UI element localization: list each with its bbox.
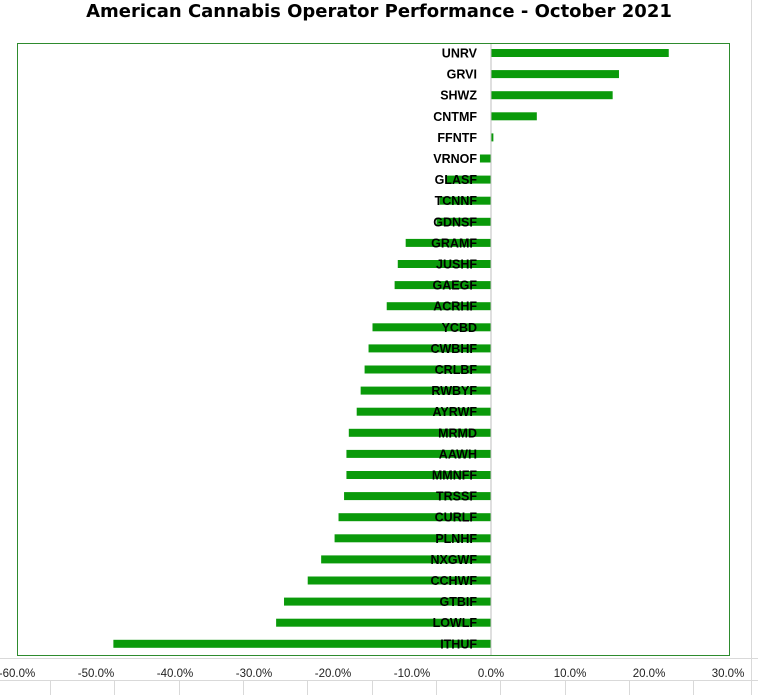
category-label: GRAMF: [431, 236, 477, 250]
bar-gaegf[interactable]: [394, 281, 491, 290]
category-label: CURLF: [435, 511, 478, 525]
category-label: MRMD: [438, 426, 477, 440]
bar-rwbyf[interactable]: [360, 386, 491, 395]
bar-nxgwf[interactable]: [321, 555, 491, 564]
bar-mmnff[interactable]: [346, 471, 491, 479]
category-label: MMNFF: [432, 469, 477, 483]
bar-jushf[interactable]: [397, 260, 491, 268]
x-tick-label: -20.0%: [315, 668, 351, 680]
category-label: NXGWF: [430, 553, 477, 567]
bar-gtbif[interactable]: [284, 597, 491, 606]
category-labels: UNRV GRVI SHWZ CNTMF FFNTF VRNOF GLASF TCNNF GDN…: [430, 47, 477, 652]
category-label: GDNSF: [433, 215, 477, 229]
category-label: AAWH: [439, 447, 477, 461]
category-label: FFNTF: [437, 131, 477, 145]
x-tick-label: 30.0%: [712, 668, 745, 680]
category-label: ACRHF: [433, 300, 477, 314]
x-tick-label: -60.0%: [0, 668, 35, 680]
bar-unrv[interactable]: [491, 49, 669, 57]
category-label: CRLBF: [435, 363, 478, 377]
bar-ffntf[interactable]: [491, 133, 494, 142]
x-tick-label: -30.0%: [236, 668, 272, 680]
category-label: GTBIF: [440, 595, 478, 609]
x-tick-label: 0.0%: [478, 668, 504, 680]
bar-ycbd[interactable]: [372, 323, 492, 332]
bar-trssf[interactable]: [344, 492, 491, 501]
bar-curlf[interactable]: [338, 513, 491, 522]
bar-shwz[interactable]: [491, 91, 613, 100]
category-label: UNRV: [442, 47, 478, 61]
bar-tcnnf[interactable]: [439, 196, 491, 205]
bar-cchwf[interactable]: [307, 576, 491, 585]
category-label: JUSHF: [436, 258, 477, 272]
bar-ayrwf[interactable]: [356, 407, 491, 416]
category-label: CWBHF: [430, 342, 477, 356]
category-label: CNTMF: [433, 110, 477, 124]
category-label: YCBD: [442, 321, 477, 335]
bar-cwbhf[interactable]: [368, 344, 491, 353]
bar-aawh[interactable]: [346, 449, 491, 458]
bar-cntmf[interactable]: [491, 112, 537, 121]
category-label: SHWZ: [440, 89, 477, 103]
category-label: GLASF: [435, 173, 478, 187]
bar-vrnof[interactable]: [479, 154, 491, 163]
category-label: GAEGF: [433, 279, 478, 293]
x-tick-label: 10.0%: [554, 668, 587, 680]
bar-gramf[interactable]: [405, 238, 491, 247]
category-label: CCHWF: [430, 574, 477, 588]
category-label: LOWLF: [433, 616, 478, 630]
category-label: GRVI: [447, 68, 477, 82]
bar-gdnsf[interactable]: [436, 217, 491, 226]
category-label: ITHUF: [440, 637, 477, 651]
plot-area-border: [17, 43, 730, 656]
category-label: TCNNF: [435, 194, 478, 208]
x-tick-label: -40.0%: [157, 668, 193, 680]
chart-title: American Cannabis Operator Performance -…: [86, 1, 672, 22]
bar-mrmd[interactable]: [348, 428, 491, 437]
bar-plnhf[interactable]: [334, 534, 491, 543]
x-tick-label: -10.0%: [394, 668, 430, 680]
x-axis-tick-labels: -60.0% -50.0% -40.0% -30.0% -20.0% -10.0% 0.0%…: [0, 668, 744, 680]
category-label: TRSSF: [436, 490, 477, 504]
category-label: RWBYF: [431, 384, 477, 398]
bar-acrhf[interactable]: [386, 302, 491, 311]
bar-lowlf[interactable]: [276, 618, 491, 627]
bars-layer: [113, 49, 669, 648]
category-label: VRNOF: [433, 152, 477, 166]
bar-crlbf[interactable]: [364, 365, 491, 374]
bar-glasf[interactable]: [445, 175, 491, 184]
category-label: AYRWF: [433, 405, 478, 419]
category-label: PLNHF: [435, 532, 477, 546]
bar-ithuf[interactable]: [113, 639, 491, 648]
x-tick-label: 20.0%: [633, 668, 666, 680]
x-tick-label: -50.0%: [78, 668, 114, 680]
bar-grvi[interactable]: [491, 70, 619, 79]
